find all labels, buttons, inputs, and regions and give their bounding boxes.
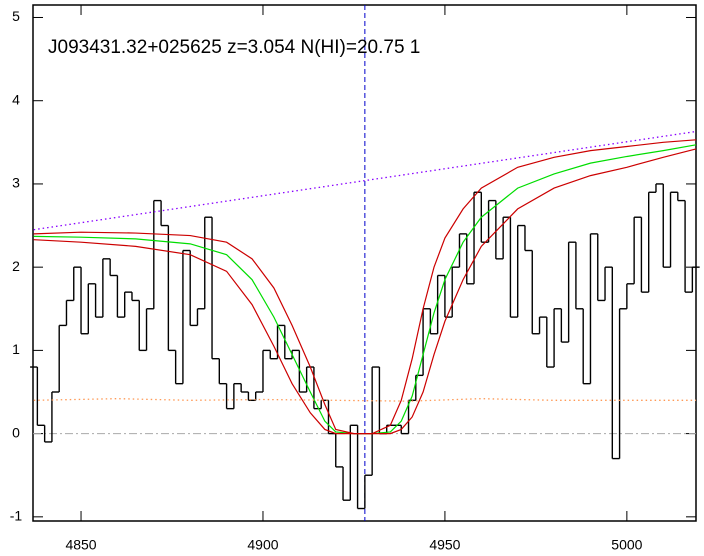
- model-line: [33, 144, 697, 435]
- model-line: [33, 398, 696, 402]
- model-line: [33, 139, 697, 435]
- x-tick-label: 4900: [247, 537, 278, 553]
- y-tick-label: -1: [10, 508, 23, 524]
- y-tick-label: 5: [12, 8, 20, 24]
- y-tick-label: 1: [12, 341, 20, 357]
- x-tick-label: 4850: [65, 537, 96, 553]
- x-tick-label: 4950: [429, 537, 460, 553]
- x-tick-label: 5000: [611, 537, 642, 553]
- y-tick-label: 0: [12, 424, 20, 440]
- y-tick-label: 2: [12, 258, 20, 274]
- model-line: [33, 148, 697, 435]
- chart-title: J093431.32+025625 z=3.054 N(HI)=20.75 1: [48, 37, 420, 58]
- y-tick-label: 4: [12, 91, 20, 107]
- y-tick-label: 3: [12, 175, 20, 191]
